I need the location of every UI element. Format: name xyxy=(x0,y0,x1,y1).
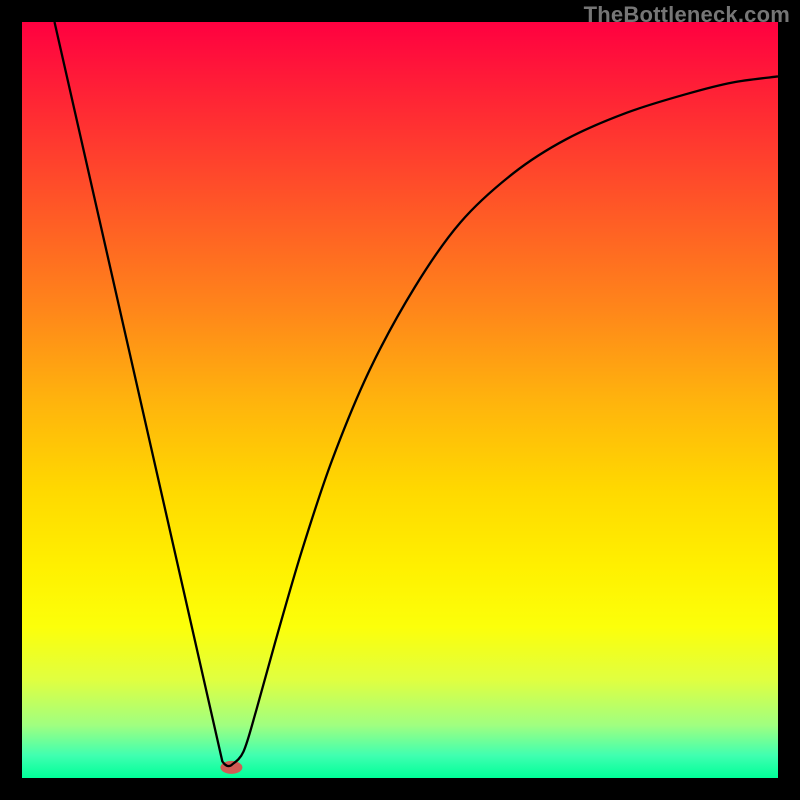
watermark-text: TheBottleneck.com xyxy=(584,2,790,28)
bottleneck-chart xyxy=(0,0,800,800)
plot-background xyxy=(22,22,778,778)
chart-container: TheBottleneck.com xyxy=(0,0,800,800)
